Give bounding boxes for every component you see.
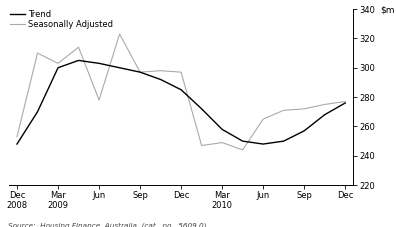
Seasonally Adjusted <box>343 100 348 103</box>
Seasonally Adjusted <box>281 109 286 112</box>
Trend <box>117 66 122 69</box>
Trend <box>158 78 163 81</box>
Seasonally Adjusted <box>158 69 163 72</box>
Trend <box>199 107 204 110</box>
Trend <box>56 66 60 69</box>
Line: Seasonally Adjusted: Seasonally Adjusted <box>17 34 345 150</box>
Text: Source:  Housing Finance, Australia  (cat.  no.  5609.0).: Source: Housing Finance, Australia (cat.… <box>8 223 209 227</box>
Seasonally Adjusted <box>117 33 122 35</box>
Trend <box>76 59 81 62</box>
Seasonally Adjusted <box>302 107 306 110</box>
Seasonally Adjusted <box>35 52 40 54</box>
Trend <box>281 140 286 143</box>
Seasonally Adjusted <box>261 118 266 121</box>
Trend <box>322 113 327 116</box>
Line: Trend: Trend <box>17 60 345 144</box>
Trend <box>240 140 245 143</box>
Trend <box>343 102 348 104</box>
Trend <box>261 143 266 146</box>
Trend <box>220 128 225 131</box>
Trend <box>179 88 183 91</box>
Seasonally Adjusted <box>15 135 19 138</box>
Seasonally Adjusted <box>322 103 327 106</box>
Seasonally Adjusted <box>56 62 60 65</box>
Seasonally Adjusted <box>220 141 225 144</box>
Trend <box>138 71 143 74</box>
Seasonally Adjusted <box>179 71 183 74</box>
Seasonally Adjusted <box>138 71 143 74</box>
Seasonally Adjusted <box>199 144 204 147</box>
Trend <box>15 143 19 146</box>
Trend <box>97 62 102 65</box>
Trend <box>35 110 40 113</box>
Y-axis label: $m: $m <box>381 5 395 15</box>
Legend: Trend, Seasonally Adjusted: Trend, Seasonally Adjusted <box>10 10 113 29</box>
Seasonally Adjusted <box>97 99 102 101</box>
Seasonally Adjusted <box>240 148 245 151</box>
Trend <box>302 129 306 132</box>
Seasonally Adjusted <box>76 46 81 49</box>
